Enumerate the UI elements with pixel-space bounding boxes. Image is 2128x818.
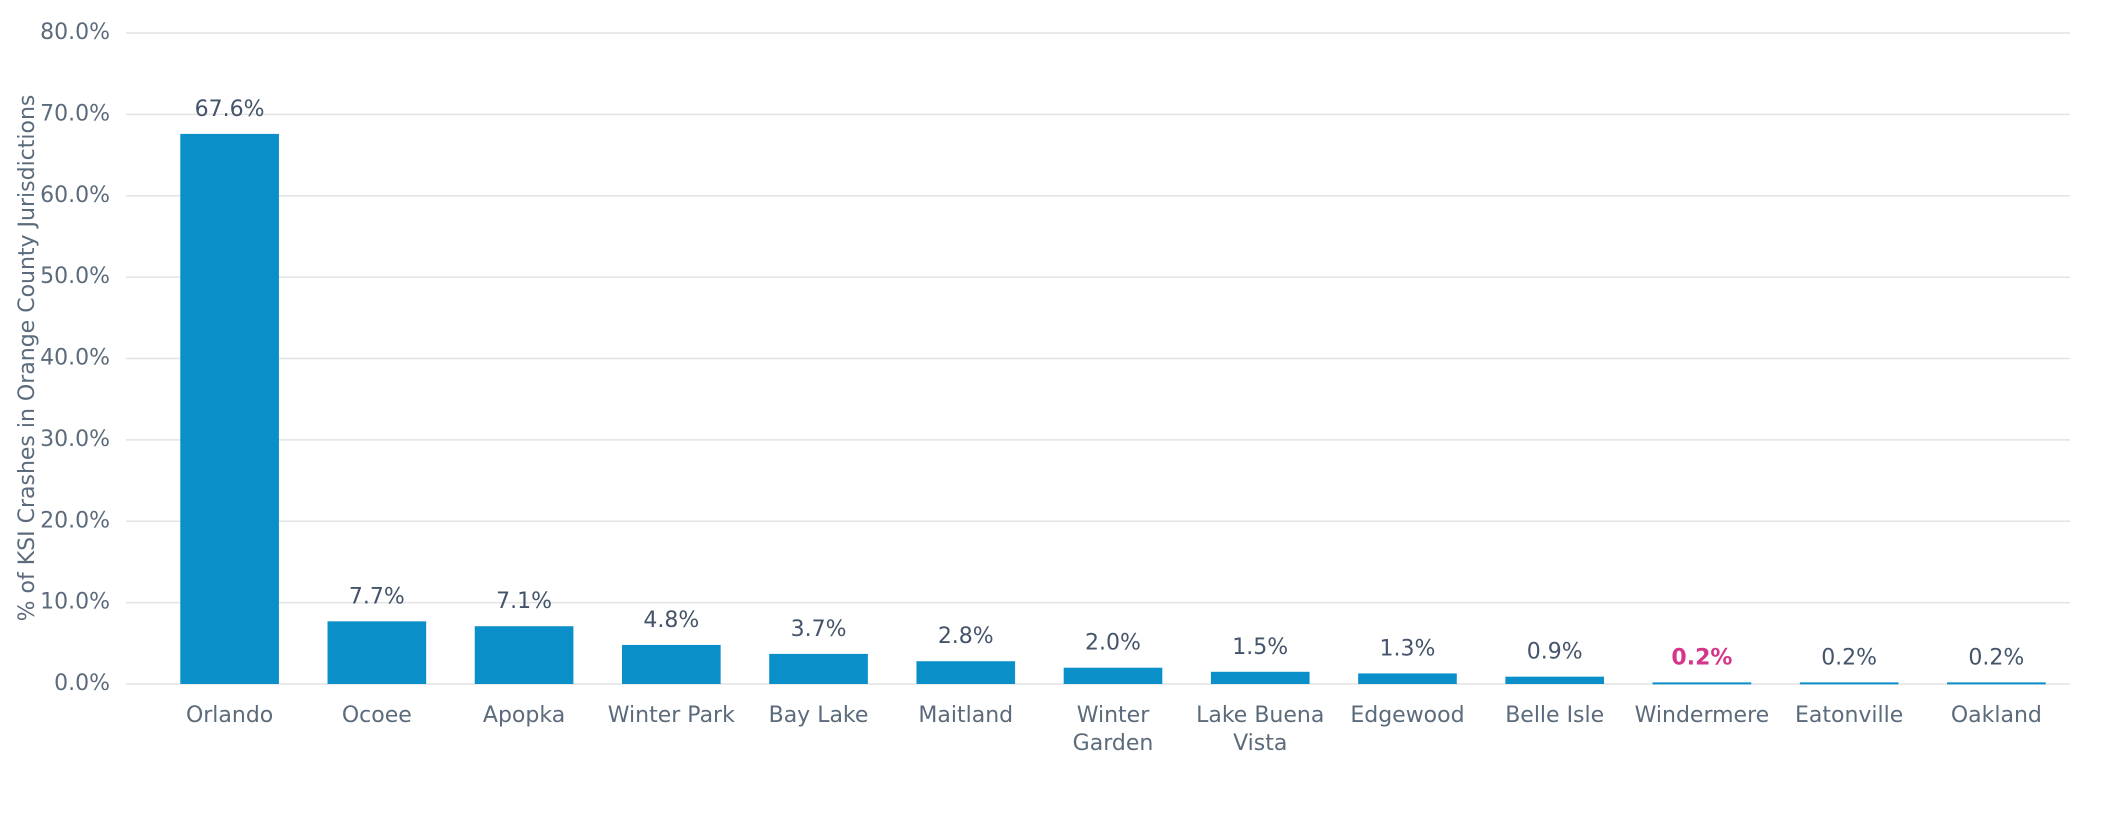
- bar: [1063, 667, 1163, 684]
- y-tick-label: 30.0%: [40, 427, 110, 452]
- y-tick-label: 80.0%: [40, 20, 110, 45]
- x-tick-label: Orlando: [186, 703, 273, 728]
- x-tick-label: Belle Isle: [1505, 703, 1604, 728]
- y-tick-label: 60.0%: [40, 183, 110, 208]
- y-tick-label: 70.0%: [40, 101, 110, 126]
- x-tick-label: Eatonville: [1795, 703, 1903, 728]
- x-tick-label: Lake Buena Vista: [1196, 703, 1324, 756]
- value-label: 0.2%: [1968, 645, 2024, 670]
- bar: [1652, 682, 1752, 685]
- bar: [621, 644, 721, 684]
- value-label: 7.7%: [349, 584, 405, 609]
- x-tick-label: Oakland: [1951, 703, 2042, 728]
- value-label: 1.5%: [1232, 635, 1288, 660]
- bar: [1210, 671, 1310, 684]
- x-tick-label: Ocoee: [342, 703, 412, 728]
- value-label: 7.1%: [496, 589, 552, 614]
- x-tick-label: Edgewood: [1350, 703, 1464, 728]
- bar: [1505, 676, 1605, 684]
- bar: [916, 661, 1016, 684]
- bar: [474, 626, 574, 684]
- value-label: 4.8%: [643, 608, 699, 633]
- bar: [1799, 682, 1899, 685]
- bar: [327, 621, 427, 684]
- y-tick-label: 40.0%: [40, 346, 110, 371]
- value-label: 0.9%: [1527, 640, 1583, 665]
- value-label: 2.8%: [938, 624, 994, 649]
- bar: [180, 133, 279, 684]
- y-tick-label: 10.0%: [40, 590, 110, 615]
- bar: [1358, 673, 1457, 684]
- y-tick-label: 20.0%: [40, 508, 110, 533]
- value-label: 1.3%: [1380, 636, 1436, 661]
- bar: [769, 653, 868, 684]
- value-label: 67.6%: [195, 97, 265, 122]
- x-tick-label: Winter Park: [608, 703, 735, 728]
- value-label: 3.7%: [791, 617, 847, 642]
- x-tick-label: Apopka: [483, 703, 565, 728]
- x-tick-label: Windermere: [1635, 703, 1770, 728]
- x-tick-label: Maitland: [918, 703, 1013, 728]
- x-tick-label: Bay Lake: [769, 703, 869, 728]
- x-tick-label: Winter Garden: [1073, 703, 1154, 756]
- value-label: 0.2%: [1821, 645, 1877, 670]
- value-label: 0.2%: [1671, 645, 1732, 670]
- y-tick-label: 0.0%: [54, 671, 110, 696]
- bar: [1947, 682, 2046, 685]
- y-tick-label: 50.0%: [40, 264, 110, 289]
- y-axis-label: % of KSI Crashes in Orange County Jurisd…: [15, 95, 40, 622]
- value-label: 2.0%: [1085, 631, 1141, 656]
